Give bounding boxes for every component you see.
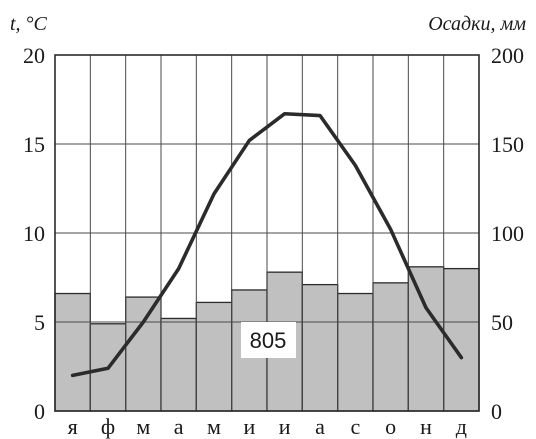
right-tick-label: 50 <box>491 310 513 335</box>
precipitation-bar <box>372 282 409 412</box>
plot-frame <box>54 54 480 412</box>
month-label: д <box>456 414 467 439</box>
month-label: и <box>279 414 291 439</box>
left-tick-label: 5 <box>34 310 45 335</box>
precipitation-bars <box>54 266 480 412</box>
month-label: и <box>243 414 255 439</box>
left-axis-ticks: 0 5 10 15 20 <box>23 43 45 424</box>
precipitation-bar <box>54 292 91 412</box>
month-label: о <box>385 414 396 439</box>
precipitation-bar <box>301 283 339 412</box>
month-label: м <box>136 414 150 439</box>
left-tick-label: 20 <box>23 43 45 68</box>
right-tick-label: 150 <box>491 132 524 157</box>
left-axis-label: t, °C <box>10 13 48 35</box>
month-label: с <box>350 414 360 439</box>
annual-precipitation-box: 805 <box>241 322 296 358</box>
month-label: м <box>207 414 221 439</box>
right-axis-ticks: 0 50 100 150 200 <box>491 43 524 424</box>
precipitation-bar <box>337 292 374 412</box>
precipitation-bar <box>160 317 197 412</box>
left-tick-label: 0 <box>34 399 45 424</box>
temperature-series <box>70 111 464 378</box>
annual-precipitation-label: 805 <box>250 328 287 353</box>
left-tick-label: 15 <box>23 132 45 157</box>
grid <box>54 54 480 412</box>
right-tick-label: 0 <box>491 399 502 424</box>
month-label: а <box>174 414 184 439</box>
annual-precipitation-bg <box>241 322 296 358</box>
month-label: ф <box>101 414 115 439</box>
precipitation-bar <box>125 296 162 412</box>
right-tick-label: 100 <box>491 221 524 246</box>
right-axis-label: Осадки, мм <box>428 13 526 35</box>
right-tick-label: 200 <box>491 43 524 68</box>
month-label: н <box>420 414 432 439</box>
month-label: я <box>68 414 78 439</box>
precipitation-bar <box>195 301 233 412</box>
month-label: а <box>315 414 325 439</box>
left-tick-label: 10 <box>23 221 45 246</box>
temperature-line <box>70 111 464 378</box>
precipitation-bar <box>407 266 445 412</box>
